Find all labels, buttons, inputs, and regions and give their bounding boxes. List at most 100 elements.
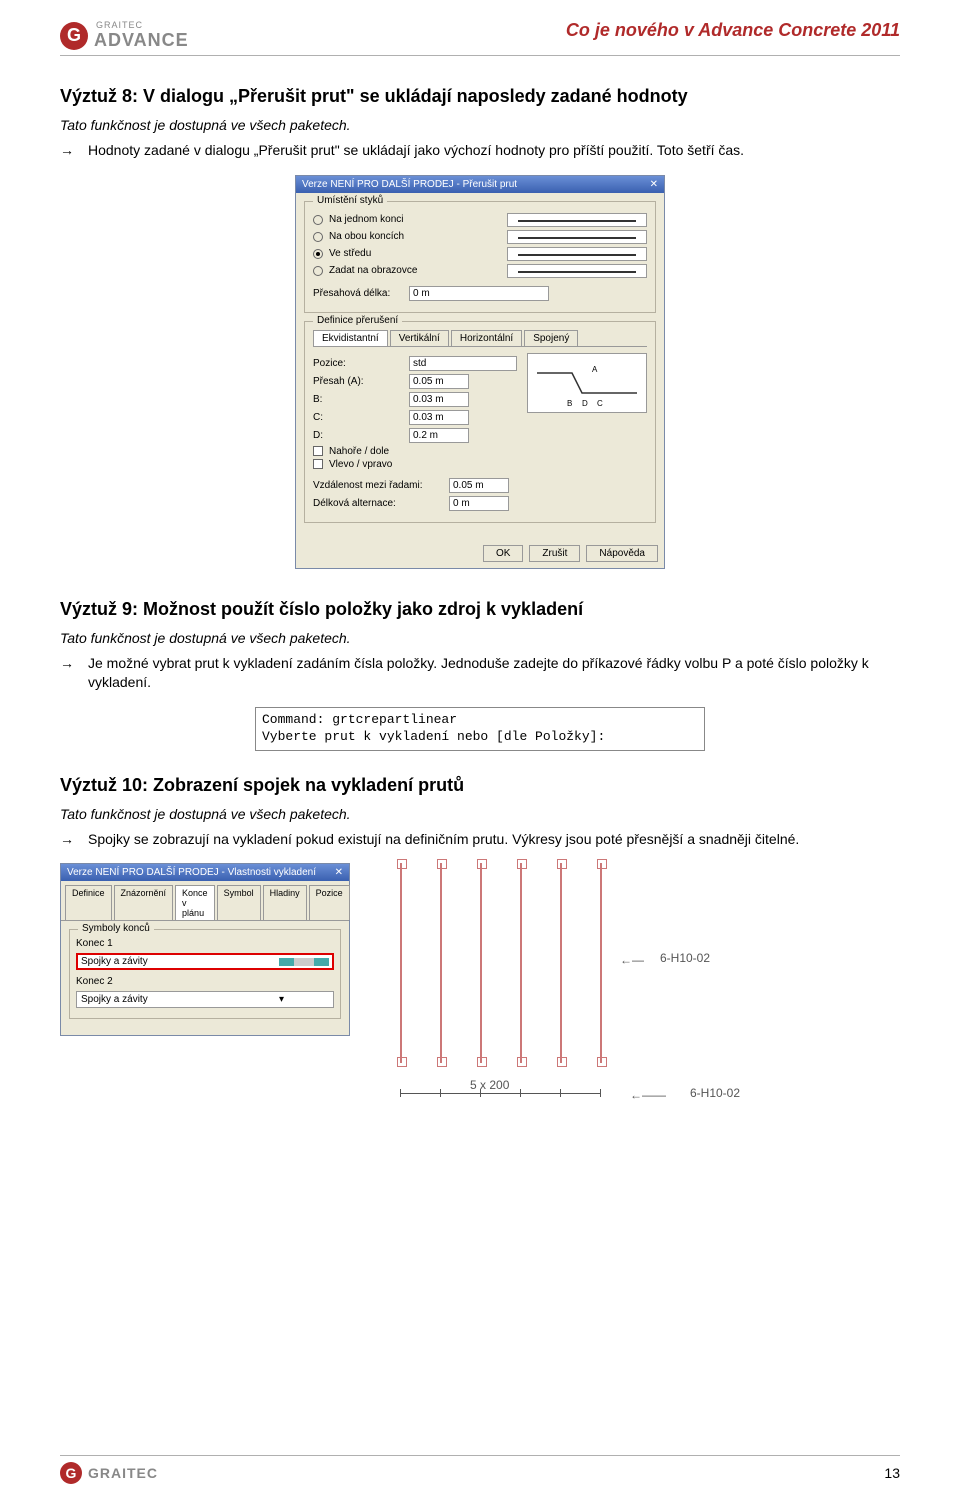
row-b-input[interactable]: 0.03 m: [409, 392, 469, 407]
footer-logo: G GRAITEC: [60, 1462, 158, 1484]
dialog2-titlebar: Verze NENÍ PRO DALŠÍ PRODEJ - Vlastnosti…: [61, 864, 349, 881]
cb-nahore-dole[interactable]: [313, 446, 323, 456]
row-d-label: D:: [313, 430, 403, 441]
arrow-icon: →: [60, 654, 74, 693]
cmd-line1: Command: grtcrepartlinear: [262, 712, 698, 729]
shape-preview-2: [507, 247, 647, 261]
group-umisteni: Umístění styků Na jednom konci Na obou k…: [304, 201, 656, 313]
close-icon[interactable]: ✕: [650, 179, 658, 190]
dialog-prerusit-prut: Verze NENÍ PRO DALŠÍ PRODEJ - Přerušit p…: [295, 175, 665, 569]
group-definice-label: Definice přerušení: [313, 315, 402, 326]
row-d-input[interactable]: 0.2 m: [409, 428, 469, 443]
page-footer: G GRAITEC 13: [60, 1455, 900, 1484]
tab-pozice[interactable]: Pozice: [309, 885, 350, 920]
section2-title: Výztuž 9: Možnost použít číslo položky j…: [60, 599, 900, 620]
footer-logo-text: GRAITEC: [88, 1465, 158, 1481]
konec1-listbox[interactable]: Spojky a závity: [76, 953, 334, 970]
dropdown-icon: ▾: [279, 994, 329, 1005]
group-definice: Definice přerušení Ekvidistantní Vertiká…: [304, 321, 656, 523]
dialog1-titlebar: Verze NENÍ PRO DALŠÍ PRODEJ - Přerušit p…: [296, 176, 664, 193]
radio-zadat-obrazovce[interactable]: [313, 266, 323, 276]
section3-bullet: → Spojky se zobrazují na vykladení pokud…: [60, 830, 900, 850]
section1-title: Výztuž 8: V dialogu „Přerušit prut" se u…: [60, 86, 900, 107]
konec2-listbox[interactable]: Spojky a závity ▾: [76, 991, 334, 1008]
row-pozice-label: Pozice:: [313, 358, 403, 369]
rebar-label2-arrow: ←——: [630, 1088, 666, 1102]
row-c-input[interactable]: 0.03 m: [409, 410, 469, 425]
coupler-icon: [279, 958, 329, 966]
row-alternace-input[interactable]: 0 m: [449, 496, 509, 511]
cb-label-0: Nahoře / dole: [329, 446, 389, 457]
radio-label-3: Zadat na obrazovce: [329, 265, 417, 276]
tab-spojeny[interactable]: Spojený: [524, 330, 578, 346]
rebar-label2: 6-H10-02: [690, 1086, 740, 1100]
row-presah-input[interactable]: 0.05 m: [409, 374, 469, 389]
rebar-dim-text: 5 x 200: [470, 1078, 509, 1092]
radio-jednom-konci[interactable]: [313, 215, 323, 225]
section2-subtitle: Tato funkčnost je dostupná ve všech pake…: [60, 630, 900, 646]
tab-definice[interactable]: Definice: [65, 885, 112, 920]
shape-preview-3: [507, 264, 647, 278]
command-box: Command: grtcrepartlinear Vyberte prut k…: [255, 707, 705, 751]
radio-label-1: Na obou koncích: [329, 231, 404, 242]
section3-title: Výztuž 10: Zobrazení spojek na vykladení…: [60, 775, 900, 796]
section2-bullet: → Je možné vybrat prut k vykladení zadán…: [60, 654, 900, 693]
tab-symbol[interactable]: Symbol: [217, 885, 261, 920]
svg-text:C: C: [597, 399, 603, 408]
radio-obou-koncich[interactable]: [313, 232, 323, 242]
dialog1-title: Verze NENÍ PRO DALŠÍ PRODEJ - Přerušit p…: [302, 179, 517, 190]
radio-label-0: Na jednom konci: [329, 214, 403, 225]
step-diagram-icon: A B D C: [532, 358, 642, 408]
cmd-line2: Vyberte prut k vykladení nebo [dle Polož…: [262, 729, 698, 746]
dialog2-title: Verze NENÍ PRO DALŠÍ PRODEJ - Vlastnosti…: [67, 867, 316, 878]
row-vzdalenost-input[interactable]: 0.05 m: [449, 478, 509, 493]
cb-vlevo-vpravo[interactable]: [313, 459, 323, 469]
section1-subtitle: Tato funkčnost je dostupná ve všech pake…: [60, 117, 900, 133]
group-symboly-label: Symboly konců: [78, 923, 154, 934]
row-b-label: B:: [313, 394, 403, 405]
konec2-item-spojky[interactable]: Spojky a závity ▾: [77, 992, 333, 1007]
dialog-vlastnosti-vykladeni: Verze NENÍ PRO DALŠÍ PRODEJ - Vlastnosti…: [60, 863, 350, 1036]
svg-text:A: A: [592, 365, 598, 374]
section3-subtitle: Tato funkčnost je dostupná ve všech pake…: [60, 806, 900, 822]
page-title: Co je nového v Advance Concrete 2011: [566, 20, 900, 41]
row-vzdalenost-label: Vzdálenost mezi řadami:: [313, 480, 443, 491]
tab-vertikalni[interactable]: Vertikální: [390, 330, 449, 346]
footer-logo-icon: G: [60, 1462, 82, 1484]
tab-ekvidistantni[interactable]: Ekvidistantní: [313, 330, 388, 346]
row-c-label: C:: [313, 412, 403, 423]
konec2-item-text: Spojky a závity: [81, 994, 148, 1005]
ok-button[interactable]: OK: [483, 545, 523, 562]
def-tabs: Ekvidistantní Vertikální Horizontální Sp…: [313, 330, 647, 347]
shape-preview-1: [507, 230, 647, 244]
tab-hladiny[interactable]: Hladiny: [263, 885, 307, 920]
cb-label-1: Vlevo / vpravo: [329, 459, 392, 470]
close-icon[interactable]: ✕: [335, 867, 343, 878]
help-button[interactable]: Nápověda: [586, 545, 658, 562]
section3-bullet-text: Spojky se zobrazují na vykladení pokud e…: [88, 830, 799, 850]
konec1-item-text: Spojky a závity: [81, 956, 148, 967]
rebar-diagram: ←— 6-H10-02 5 x 200 ←—— 6-H10-02: [370, 863, 900, 1143]
arrow-icon: →: [60, 830, 74, 850]
konec2-label: Konec 2: [76, 976, 334, 987]
group-symboly-koncu: Symboly konců Konec 1 Spojky a závity Ko…: [69, 929, 341, 1019]
cancel-button[interactable]: Zrušit: [529, 545, 580, 562]
shape-preview-0: [507, 213, 647, 227]
presah-input[interactable]: 0 m: [409, 286, 549, 301]
group-umisteni-label: Umístění styků: [313, 195, 387, 206]
presah-label: Přesahová délka:: [313, 288, 403, 299]
svg-text:B: B: [567, 399, 572, 408]
definition-diagram: A B D C: [527, 353, 647, 413]
section1-bullet-text: Hodnoty zadané v dialogu „Přerušit prut"…: [88, 141, 744, 161]
tab-horizontalni[interactable]: Horizontální: [451, 330, 522, 346]
tab-znazorneni[interactable]: Znázornění: [114, 885, 174, 920]
dialog2-tabs: Definice Znázornění Konce v plánu Symbol…: [61, 881, 349, 921]
rebar-label-arrow: ←—: [620, 953, 644, 967]
rebar-label1: 6-H10-02: [660, 951, 710, 965]
row-presah-label: Přesah (A):: [313, 376, 403, 387]
radio-ve-stredu[interactable]: [313, 249, 323, 259]
konec1-item-spojky[interactable]: Spojky a závity: [77, 954, 333, 969]
row-pozice-input[interactable]: std: [409, 356, 517, 371]
logo-text: ADVANCE: [94, 30, 189, 51]
tab-konce-v-planu[interactable]: Konce v plánu: [175, 885, 215, 920]
